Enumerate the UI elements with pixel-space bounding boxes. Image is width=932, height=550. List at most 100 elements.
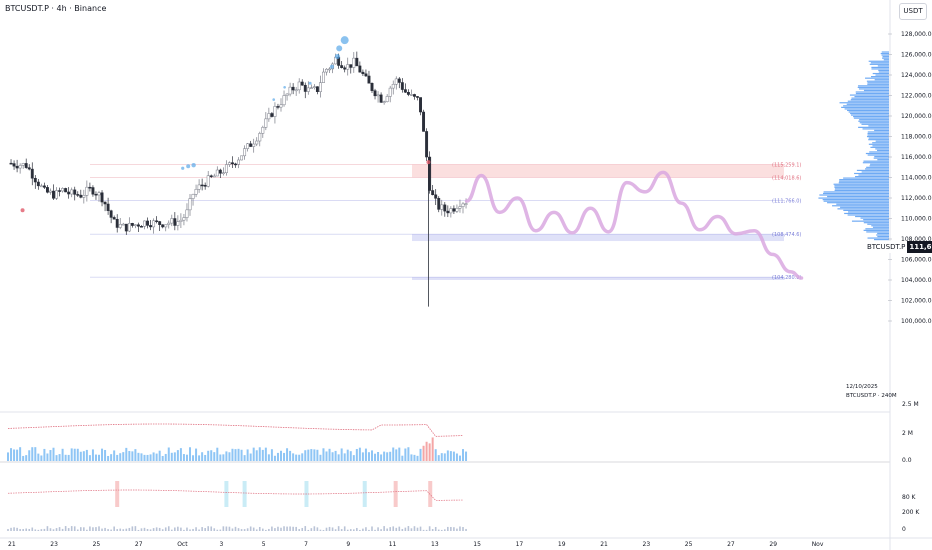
- profile-bar: [867, 134, 889, 136]
- volume-bar: [170, 452, 173, 461]
- candle-body: [258, 133, 262, 142]
- candle-body: [452, 208, 456, 212]
- candle-body: [79, 194, 83, 198]
- volume-bar: [280, 450, 282, 461]
- volume-bar: [49, 450, 52, 461]
- candle-body: [112, 217, 116, 220]
- lower-volume-bar: [383, 526, 385, 531]
- chart-title[interactable]: BTCUSDT.P · 4h · Binance: [5, 4, 107, 13]
- candle-body: [188, 198, 192, 211]
- price-tick-label: 122,000.0: [901, 93, 932, 100]
- profile-bar: [867, 83, 889, 85]
- profile-bar: [848, 111, 889, 113]
- candle-body: [212, 175, 216, 178]
- lower-volume-bar: [98, 526, 100, 531]
- signal-dot: [20, 208, 25, 213]
- candle-body: [391, 84, 395, 89]
- profile-bar: [834, 189, 889, 191]
- candle-body: [136, 224, 140, 227]
- volume-bar: [319, 454, 322, 461]
- price-tick-label: 126,000.0: [901, 52, 932, 59]
- candle-body: [458, 206, 462, 209]
- lower-volume-bar: [407, 526, 410, 531]
- volume-bar: [125, 447, 128, 461]
- profile-bar: [880, 52, 889, 55]
- candle-body: [237, 159, 240, 165]
- candle-body: [182, 217, 186, 221]
- currency-button[interactable]: USDT: [899, 3, 927, 20]
- volume-bar: [22, 455, 25, 461]
- profile-bar: [844, 108, 889, 110]
- candle-body: [367, 75, 371, 84]
- candle-body: [270, 113, 274, 117]
- profile-bar: [818, 197, 889, 199]
- profile-bar: [866, 135, 889, 138]
- lower-volume-bar: [58, 527, 61, 531]
- volume-bar: [31, 447, 34, 461]
- candle-body: [206, 175, 210, 187]
- volume-bar: [449, 451, 452, 461]
- lower-volume-bar: [204, 528, 206, 531]
- profile-bar: [847, 109, 889, 112]
- profile-bar: [881, 51, 889, 53]
- lower-volume-bar: [37, 529, 40, 531]
- volume-bar: [440, 453, 443, 461]
- candle-body: [312, 86, 316, 88]
- profile-bar: [866, 231, 889, 233]
- lower-volume-bar: [349, 529, 352, 531]
- volume-bar: [428, 443, 431, 461]
- volume-bar: [201, 452, 204, 461]
- volume-bar: [407, 447, 410, 461]
- candle-body: [388, 87, 392, 97]
- lower-volume-bar: [268, 528, 270, 531]
- price-axis[interactable]: 128,000.0 126,000.0 124,000.0 122,000.0 120,…: [888, 31, 932, 325]
- time-axis[interactable]: 21 23 25 27 Oct 3 5 7 9 11 13 15 17 19 21 23 25 27 29 Nov: [8, 541, 824, 548]
- profile-bar: [839, 180, 889, 182]
- volume-bar: [85, 449, 88, 461]
- profile-bar: [858, 85, 889, 87]
- candle-body: [446, 210, 450, 214]
- lower-volume-bar: [183, 529, 185, 531]
- volume-bar: [313, 449, 316, 461]
- lower-volume-bar: [195, 527, 197, 531]
- volume-bar: [446, 450, 449, 461]
- volume-bar: [67, 454, 70, 461]
- lower-volume-bar: [395, 527, 398, 531]
- lower-volume-bar: [274, 528, 276, 531]
- signal-dot: [426, 160, 431, 165]
- lower-volume-bar: [331, 527, 334, 531]
- candle-body: [52, 190, 55, 199]
- volume-bar: [374, 453, 377, 461]
- profile-bar: [843, 209, 889, 211]
- lower-volume-bar: [122, 529, 125, 531]
- volume-bar: [398, 447, 401, 461]
- lower-volume-bar: [398, 526, 401, 531]
- candle-body: [191, 194, 195, 199]
- candle-body: [413, 94, 416, 97]
- candle-body: [164, 224, 168, 228]
- volume-bar: [386, 452, 389, 461]
- candle-body: [33, 177, 37, 183]
- candle-body: [218, 169, 222, 174]
- profile-bar: [867, 223, 889, 225]
- candle-body: [91, 187, 95, 195]
- profile-bar: [843, 105, 889, 107]
- volume-bar: [352, 455, 355, 461]
- volume-bar: [91, 449, 94, 461]
- profile-bar: [858, 120, 889, 122]
- lower-volume-bar: [240, 529, 243, 531]
- lower-volume-bar: [70, 526, 73, 531]
- profile-bar: [870, 62, 889, 64]
- profile-bar: [859, 119, 889, 121]
- lower-volume-bar: [255, 529, 258, 531]
- lower-volume-bar: [404, 527, 407, 531]
- candle-body: [355, 57, 359, 67]
- profile-bar: [847, 100, 889, 102]
- candle-body: [185, 209, 189, 218]
- time-tick-label: 17: [516, 541, 524, 548]
- volume-bar: [222, 454, 225, 461]
- candle-body: [227, 162, 231, 165]
- volume-bar: [458, 455, 461, 461]
